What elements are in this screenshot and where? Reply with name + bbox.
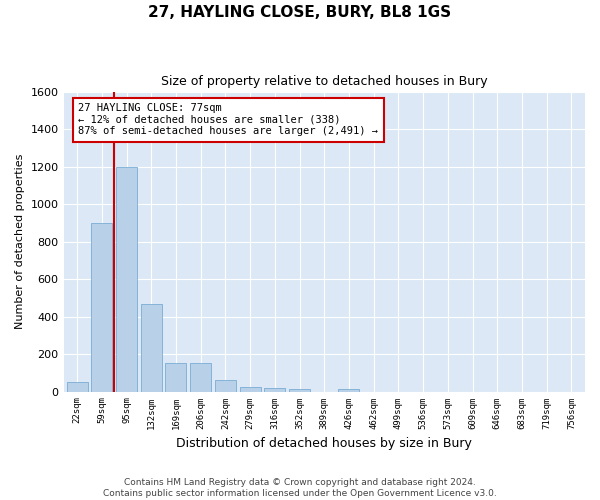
Bar xyxy=(91,223,112,392)
Bar xyxy=(67,382,88,392)
Bar xyxy=(215,380,236,392)
Bar xyxy=(265,388,286,392)
Text: 27 HAYLING CLOSE: 77sqm
← 12% of detached houses are smaller (338)
87% of semi-d: 27 HAYLING CLOSE: 77sqm ← 12% of detache… xyxy=(79,103,379,136)
Bar xyxy=(190,362,211,392)
Bar xyxy=(338,388,359,392)
Bar xyxy=(289,388,310,392)
Text: 27, HAYLING CLOSE, BURY, BL8 1GS: 27, HAYLING CLOSE, BURY, BL8 1GS xyxy=(148,5,452,20)
Bar xyxy=(166,362,187,392)
Bar xyxy=(239,387,260,392)
Y-axis label: Number of detached properties: Number of detached properties xyxy=(15,154,25,330)
Title: Size of property relative to detached houses in Bury: Size of property relative to detached ho… xyxy=(161,75,488,88)
Bar xyxy=(116,167,137,392)
Bar xyxy=(141,304,162,392)
X-axis label: Distribution of detached houses by size in Bury: Distribution of detached houses by size … xyxy=(176,437,472,450)
Text: Contains HM Land Registry data © Crown copyright and database right 2024.
Contai: Contains HM Land Registry data © Crown c… xyxy=(103,478,497,498)
